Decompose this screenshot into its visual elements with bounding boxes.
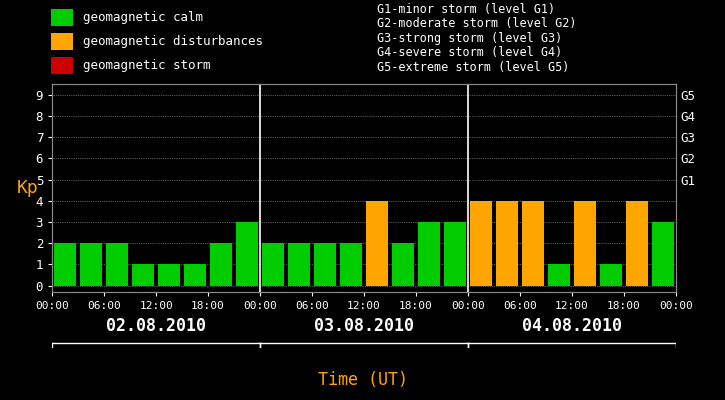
Bar — [470, 201, 492, 286]
Bar — [158, 264, 180, 286]
Text: 03.08.2010: 03.08.2010 — [314, 317, 414, 335]
Text: G2-moderate storm (level G2): G2-moderate storm (level G2) — [377, 18, 576, 30]
Bar — [314, 243, 336, 286]
Bar — [392, 243, 414, 286]
Bar — [210, 243, 232, 286]
Text: 04.08.2010: 04.08.2010 — [522, 317, 622, 335]
Text: G5-extreme storm (level G5): G5-extreme storm (level G5) — [377, 61, 569, 74]
Bar — [366, 201, 388, 286]
Text: Time (UT): Time (UT) — [318, 371, 407, 389]
Text: G3-strong storm (level G3): G3-strong storm (level G3) — [377, 32, 563, 45]
Text: geomagnetic storm: geomagnetic storm — [83, 59, 211, 72]
Bar — [54, 243, 76, 286]
FancyBboxPatch shape — [51, 57, 72, 74]
Bar — [626, 201, 647, 286]
Bar — [184, 264, 206, 286]
Text: geomagnetic disturbances: geomagnetic disturbances — [83, 35, 263, 48]
Bar — [80, 243, 102, 286]
Bar — [106, 243, 128, 286]
Text: geomagnetic calm: geomagnetic calm — [83, 11, 204, 24]
FancyBboxPatch shape — [51, 9, 72, 26]
Bar — [573, 201, 596, 286]
Bar — [652, 222, 674, 286]
Text: G4-severe storm (level G4): G4-severe storm (level G4) — [377, 46, 563, 59]
Bar — [236, 222, 258, 286]
Bar — [600, 264, 622, 286]
Bar — [496, 201, 518, 286]
FancyBboxPatch shape — [51, 33, 72, 50]
Text: G1-minor storm (level G1): G1-minor storm (level G1) — [377, 3, 555, 16]
Bar — [548, 264, 570, 286]
Bar — [132, 264, 154, 286]
Y-axis label: Kp: Kp — [17, 179, 38, 197]
Bar — [262, 243, 284, 286]
Text: 02.08.2010: 02.08.2010 — [106, 317, 206, 335]
Bar — [522, 201, 544, 286]
Bar — [340, 243, 362, 286]
Bar — [444, 222, 466, 286]
Bar — [418, 222, 440, 286]
Bar — [288, 243, 310, 286]
